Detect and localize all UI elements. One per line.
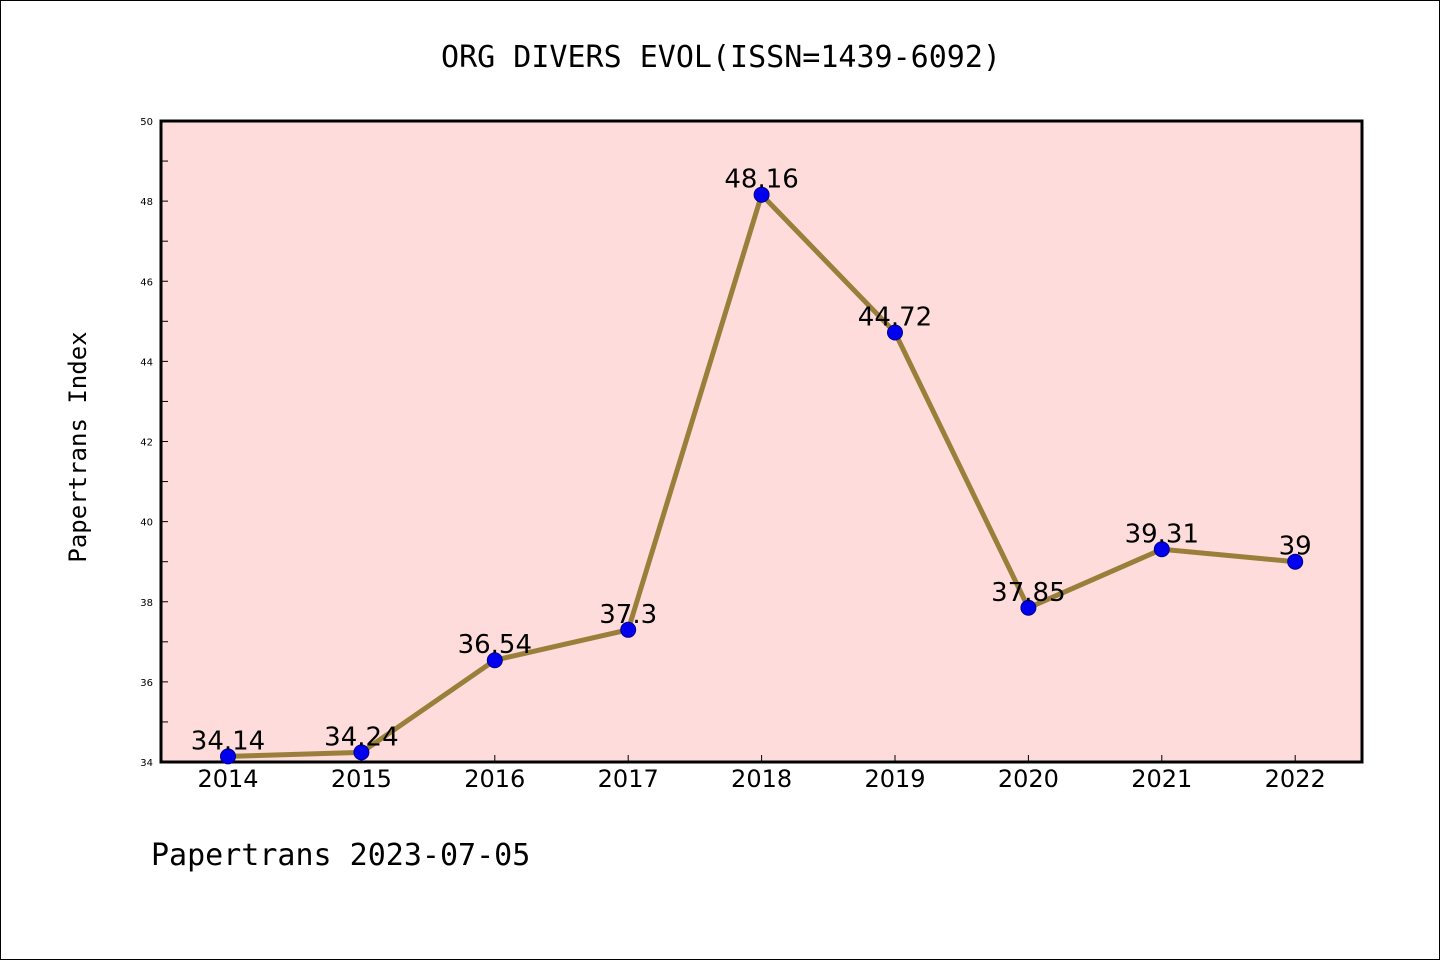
data-point <box>353 744 370 761</box>
plot-area <box>159 119 1364 764</box>
data-label: 36.54 <box>458 630 532 660</box>
data-points <box>220 186 1304 765</box>
y-tick-label: 50 <box>140 117 153 128</box>
y-tick-label: 36 <box>140 678 153 689</box>
x-tick-label: 2019 <box>864 765 925 793</box>
x-tick-label: 2014 <box>197 765 258 793</box>
x-tick-label: 2020 <box>998 765 1059 793</box>
data-label: 34.24 <box>324 722 398 752</box>
x-tick-label: 2021 <box>1131 765 1192 793</box>
data-point <box>220 748 236 765</box>
x-tick-label: 2022 <box>1265 765 1326 793</box>
y-tick-label: 34 <box>140 758 153 769</box>
y-tick-label: 42 <box>140 438 153 449</box>
data-point <box>486 652 503 669</box>
x-axis: 2014 2015 2016 2017 2018 2019 2020 2021 2022 <box>197 755 1326 793</box>
chart-title: ORG DIVERS EVOL(ISSN=1439-6092) <box>441 40 1001 75</box>
data-label: 37.3 <box>599 600 657 630</box>
data-label: 48.16 <box>724 165 798 195</box>
y-tick-label: 48 <box>140 197 153 208</box>
x-tick-label: 2016 <box>464 765 525 793</box>
data-point <box>1287 553 1304 570</box>
data-point <box>620 621 637 638</box>
data-label: 39.31 <box>1125 519 1199 549</box>
y-tick-label: 44 <box>140 357 153 368</box>
x-tick-label: 2017 <box>598 765 659 793</box>
x-tick-label: 2018 <box>731 765 792 793</box>
x-tick-label: 2015 <box>331 765 392 793</box>
data-point <box>1020 599 1037 616</box>
data-point <box>1153 541 1170 558</box>
y-tick-label: 40 <box>140 518 153 529</box>
data-label: 39 <box>1279 532 1312 562</box>
data-label: 44.72 <box>858 303 932 333</box>
y-tick-label: 38 <box>140 598 153 609</box>
y-axis: 34 36 38 40 42 44 46 48 50 <box>140 117 168 769</box>
data-labels: 34.14 34.24 36.54 37.3 48.16 44.72 37.85 39.31 3… <box>191 165 1312 757</box>
data-point <box>753 186 770 203</box>
data-point <box>887 324 903 341</box>
footer-text: Papertrans 2023-07-05 <box>151 838 530 873</box>
data-label: 37.85 <box>991 578 1065 608</box>
data-label: 34.14 <box>191 726 265 756</box>
y-tick-label: 46 <box>140 277 153 288</box>
y-axis-label: Papertrans Index <box>64 331 92 562</box>
